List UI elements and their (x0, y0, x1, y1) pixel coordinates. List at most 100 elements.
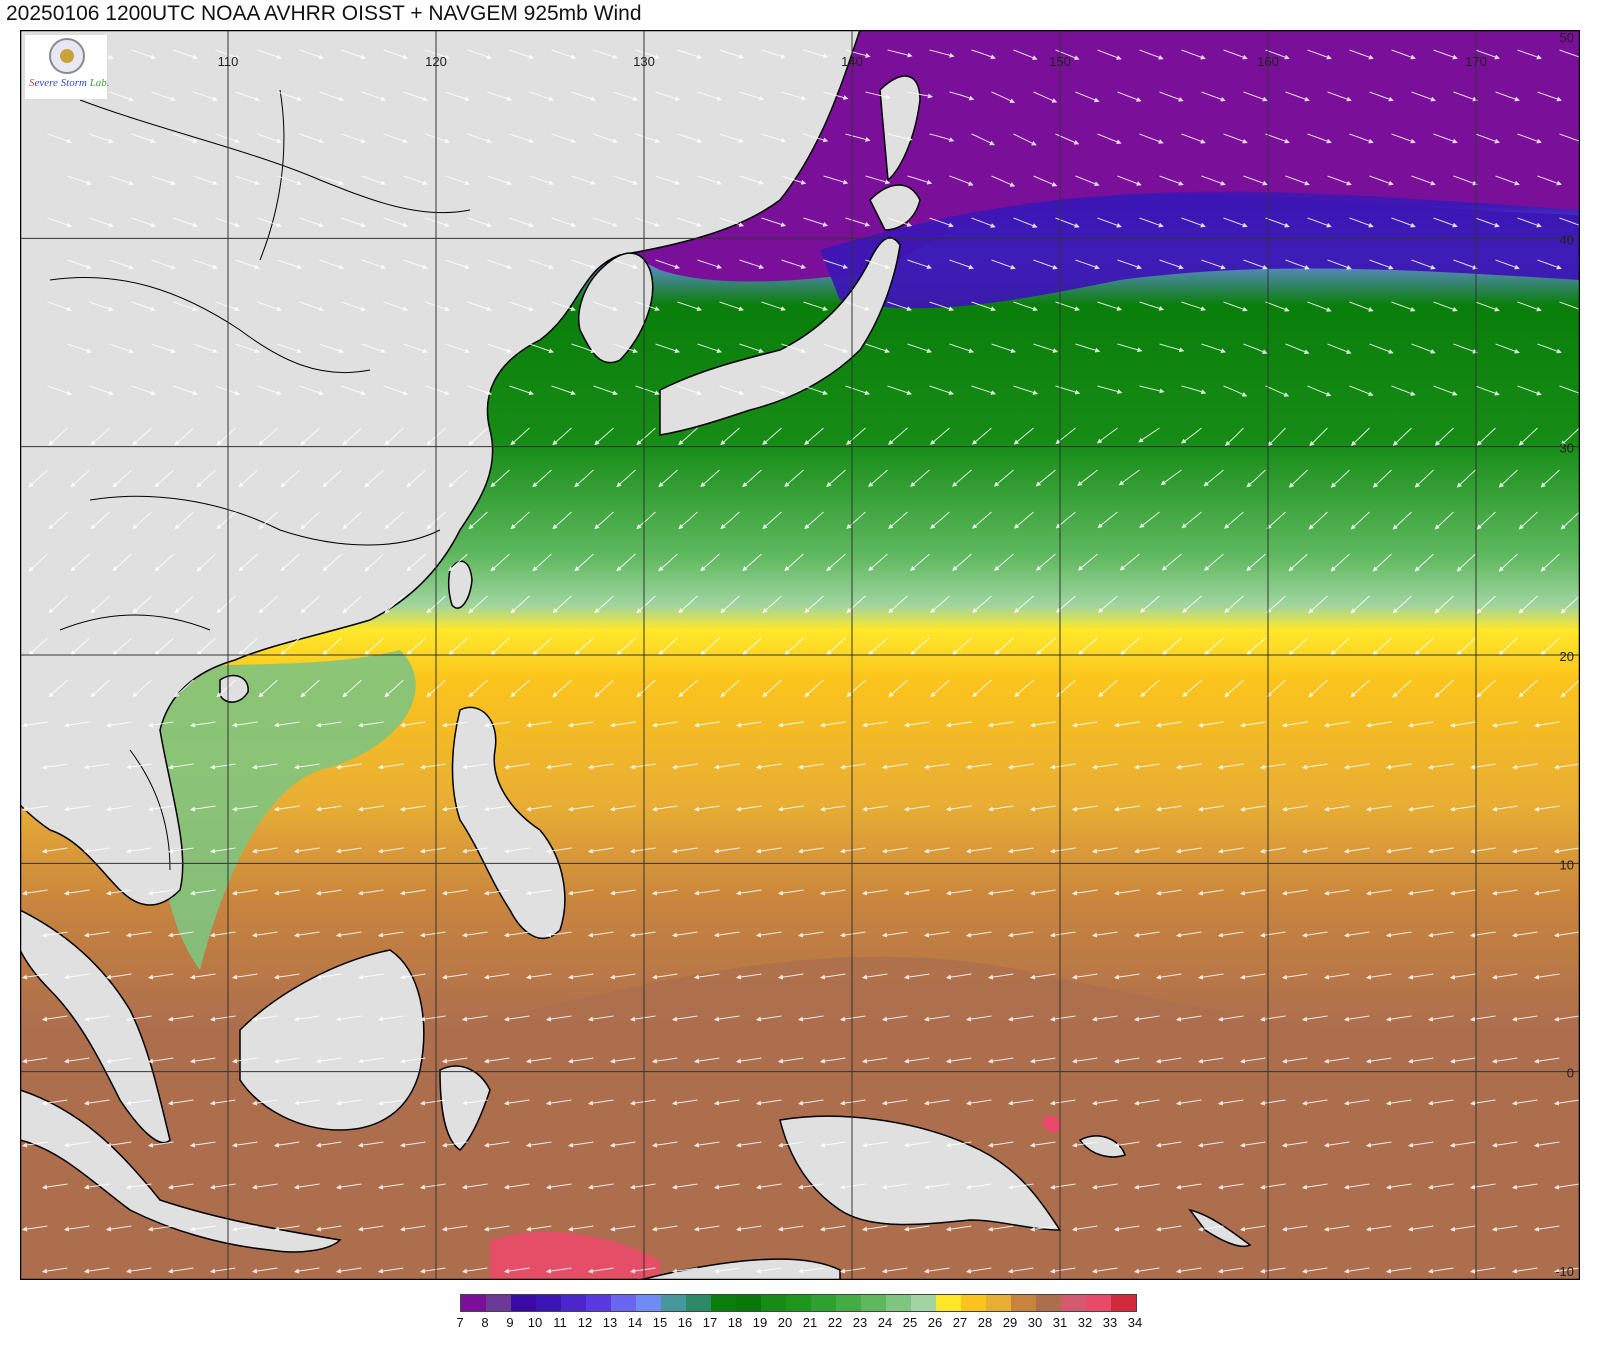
wind-arrow (1159, 175, 1184, 186)
wind-arrow (1246, 553, 1266, 572)
wind-arrow (1223, 385, 1248, 397)
wind-arrow (28, 637, 48, 656)
wind-arrow (803, 49, 829, 59)
wind-arrow (1175, 1099, 1202, 1106)
wind-arrow (865, 259, 891, 269)
wind-arrow (335, 1015, 362, 1022)
wind-arrow (1033, 343, 1059, 353)
wind-arrow (1155, 973, 1182, 980)
wind-arrow (510, 595, 530, 614)
wind-arrow (868, 553, 888, 572)
wind-arrow (1155, 1225, 1182, 1232)
wind-arrow (1013, 217, 1038, 228)
wind-arrow (629, 847, 656, 854)
wind-arrow (635, 49, 661, 59)
wind-arrow (945, 1057, 972, 1064)
wind-arrow (1560, 679, 1580, 698)
wind-arrow (1239, 721, 1266, 728)
wind-arrow (41, 763, 68, 770)
wind-arrow (1223, 217, 1248, 228)
wind-arrow (196, 637, 216, 656)
wind-arrow (1309, 427, 1328, 447)
wind-arrow (1217, 1183, 1244, 1190)
wind-arrow (1138, 427, 1160, 443)
wind-arrow (1223, 301, 1248, 312)
wind-arrow (700, 637, 720, 656)
wind-arrow (335, 931, 362, 938)
wind-arrow (1456, 469, 1476, 488)
wind-arrow (441, 889, 468, 896)
wind-arrow (1433, 217, 1458, 228)
wind-arrow (1511, 1015, 1538, 1022)
wind-arrow (1453, 91, 1478, 102)
wind-arrow (719, 49, 745, 59)
latitude-label: 10 (1560, 857, 1574, 872)
wind-arrow (1511, 1267, 1538, 1274)
wind-arrow (571, 91, 596, 102)
wind-arrow (1540, 469, 1560, 488)
wind-arrow (713, 847, 740, 854)
wind-arrow (677, 217, 702, 227)
wind-arrow (461, 847, 488, 854)
wind-arrow (445, 343, 470, 354)
wind-arrow (209, 847, 236, 854)
colorbar-swatch (511, 1295, 536, 1311)
wind-arrow (154, 637, 174, 656)
wind-arrow (1013, 385, 1039, 395)
wind-arrow (720, 679, 740, 698)
wind-arrow (1307, 301, 1332, 312)
wind-arrow (189, 1141, 216, 1148)
wind-arrow (1308, 679, 1328, 698)
wind-arrow (777, 1141, 804, 1148)
wind-arrow (112, 553, 132, 572)
wind-arrow (1414, 637, 1434, 656)
wind-arrow (903, 1225, 930, 1232)
wind-arrow (965, 1015, 992, 1022)
wind-arrow (1301, 1015, 1328, 1022)
wind-arrow (1449, 973, 1476, 980)
wind-arrow (105, 889, 132, 896)
wind-arrow (1243, 259, 1268, 270)
colorbar-label: 32 (1077, 1315, 1093, 1330)
wind-arrow (419, 1015, 446, 1022)
wind-arrow (552, 511, 572, 530)
wind-arrow (929, 385, 954, 396)
wind-arrow (1533, 889, 1560, 896)
wind-arrow (1223, 49, 1248, 60)
wind-arrow (1411, 175, 1436, 186)
wind-arrow (48, 595, 68, 614)
wind-arrow (1246, 637, 1266, 656)
wind-arrow (762, 511, 782, 530)
wind-arrow (1495, 175, 1520, 186)
wind-arrow (1049, 847, 1076, 854)
wind-arrow (655, 343, 680, 354)
wind-arrow (887, 217, 913, 227)
wind-arrow (846, 427, 866, 446)
wind-arrow (383, 217, 408, 228)
wind-arrow (441, 1057, 468, 1064)
wind-arrow (803, 385, 828, 396)
wind-arrow (881, 1015, 908, 1022)
wind-arrow (777, 889, 804, 896)
wind-arrow (987, 1141, 1014, 1148)
wind-arrow (949, 175, 974, 186)
wind-arrow (21, 973, 48, 980)
wind-arrow (441, 721, 468, 728)
wind-arrow (63, 973, 90, 980)
colorbar-label: 16 (677, 1315, 693, 1330)
wind-arrow (629, 763, 656, 770)
wind-arrow (735, 1225, 762, 1232)
wind-arrow (861, 1141, 888, 1148)
wind-arrow (1033, 91, 1058, 103)
sst-colorbar: 7 8 9 10 11 12 13 14 15 16 17 18 19 20 21 22 23 24 25 26 27 2… (456, 1294, 1142, 1331)
wind-arrow (1343, 1015, 1370, 1022)
wind-arrow (991, 343, 1016, 354)
wind-arrow (105, 805, 132, 812)
wind-arrow (1281, 721, 1308, 728)
wind-arrow (63, 721, 90, 728)
wind-arrow (509, 301, 534, 312)
wind-arrow (235, 259, 260, 270)
wind-arrow (567, 1141, 594, 1148)
wind-arrow (1349, 133, 1374, 144)
wind-arrow (399, 1057, 426, 1064)
